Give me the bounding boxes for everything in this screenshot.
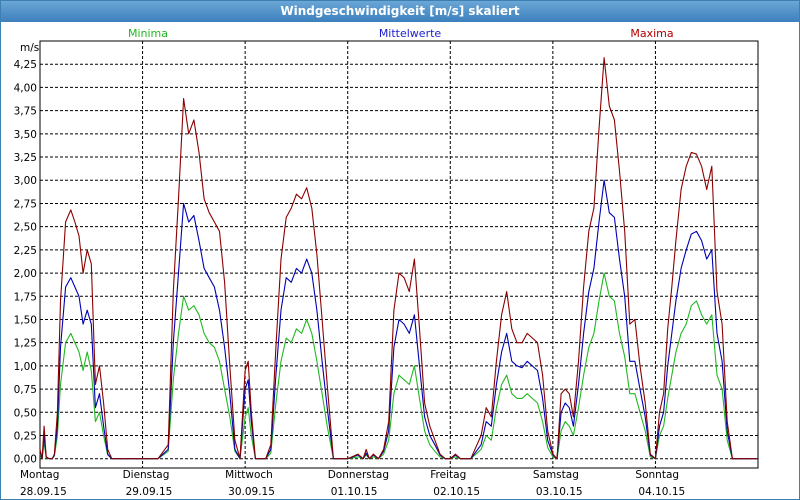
y-tick-label: 0,75 <box>14 384 37 396</box>
day-weekday-label: Mittwoch <box>225 469 273 481</box>
y-tick-label: 2,00 <box>14 268 37 280</box>
y-tick-label: 3,50 <box>14 129 37 141</box>
data-series <box>39 57 758 460</box>
y-tick-label: 3,25 <box>14 152 37 164</box>
y-tick-label: 0,25 <box>14 431 37 443</box>
window-title: Windgeschwindigkeit [m/s] skaliert <box>1 1 799 22</box>
series-line-maxima <box>39 57 758 460</box>
y-tick-label: 2,50 <box>14 222 37 234</box>
y-tick-label: 1,00 <box>14 361 37 373</box>
day-date-label: 30.09.15 <box>228 486 275 498</box>
y-tick-labels: 0,00 0,25 0,50 0,75 1,00 1,25 1,50 1,75 2,00 2,25… <box>14 59 37 466</box>
y-tick-label: 0,50 <box>14 407 37 419</box>
y-tick-label: 3,75 <box>14 106 37 118</box>
legend-maxima: Maxima <box>630 27 673 40</box>
x-day-labels: Montag 28.09.15 Dienstag 29.09.15 Mittwoch 30… <box>20 469 685 498</box>
grid-lines <box>40 41 758 468</box>
y-tick-label: 1,50 <box>14 314 37 326</box>
y-tick-label: 4,00 <box>14 82 37 94</box>
legend-minima: Minima <box>128 27 168 40</box>
day-weekday-label: Samstag <box>533 469 579 481</box>
day-weekday-label: Montag <box>20 469 59 481</box>
y-tick-label: 1,75 <box>14 291 37 303</box>
plot-area <box>39 40 759 469</box>
y-tick-label: 2,75 <box>14 198 37 210</box>
day-date-label: 02.10.15 <box>433 486 480 498</box>
y-axis-unit-label: m/s <box>20 42 39 54</box>
legend-mittelwerte: Mittelwerte <box>379 27 442 40</box>
day-weekday-label: Donnerstag <box>328 469 389 481</box>
y-tick-label: 4,25 <box>14 59 37 71</box>
day-weekday-label: Freitag <box>430 469 466 481</box>
y-tick-label: 2,25 <box>14 245 37 257</box>
day-date-label: 29.09.15 <box>126 486 173 498</box>
day-weekday-label: Dienstag <box>123 469 170 481</box>
y-tick-label: 1,25 <box>14 338 37 350</box>
day-date-label: 28.09.15 <box>20 486 67 498</box>
day-date-label: 04.10.15 <box>638 486 685 498</box>
day-weekday-label: Sonntag <box>635 469 679 481</box>
day-date-label: 03.10.15 <box>536 486 583 498</box>
y-tick-label: 3,00 <box>14 175 37 187</box>
day-date-label: 01.10.15 <box>331 486 378 498</box>
y-tick-label: 0,00 <box>14 454 37 466</box>
wind-speed-chart: Minima Mittelwerte Maxima m/s 0,000,250,… <box>14 27 759 498</box>
